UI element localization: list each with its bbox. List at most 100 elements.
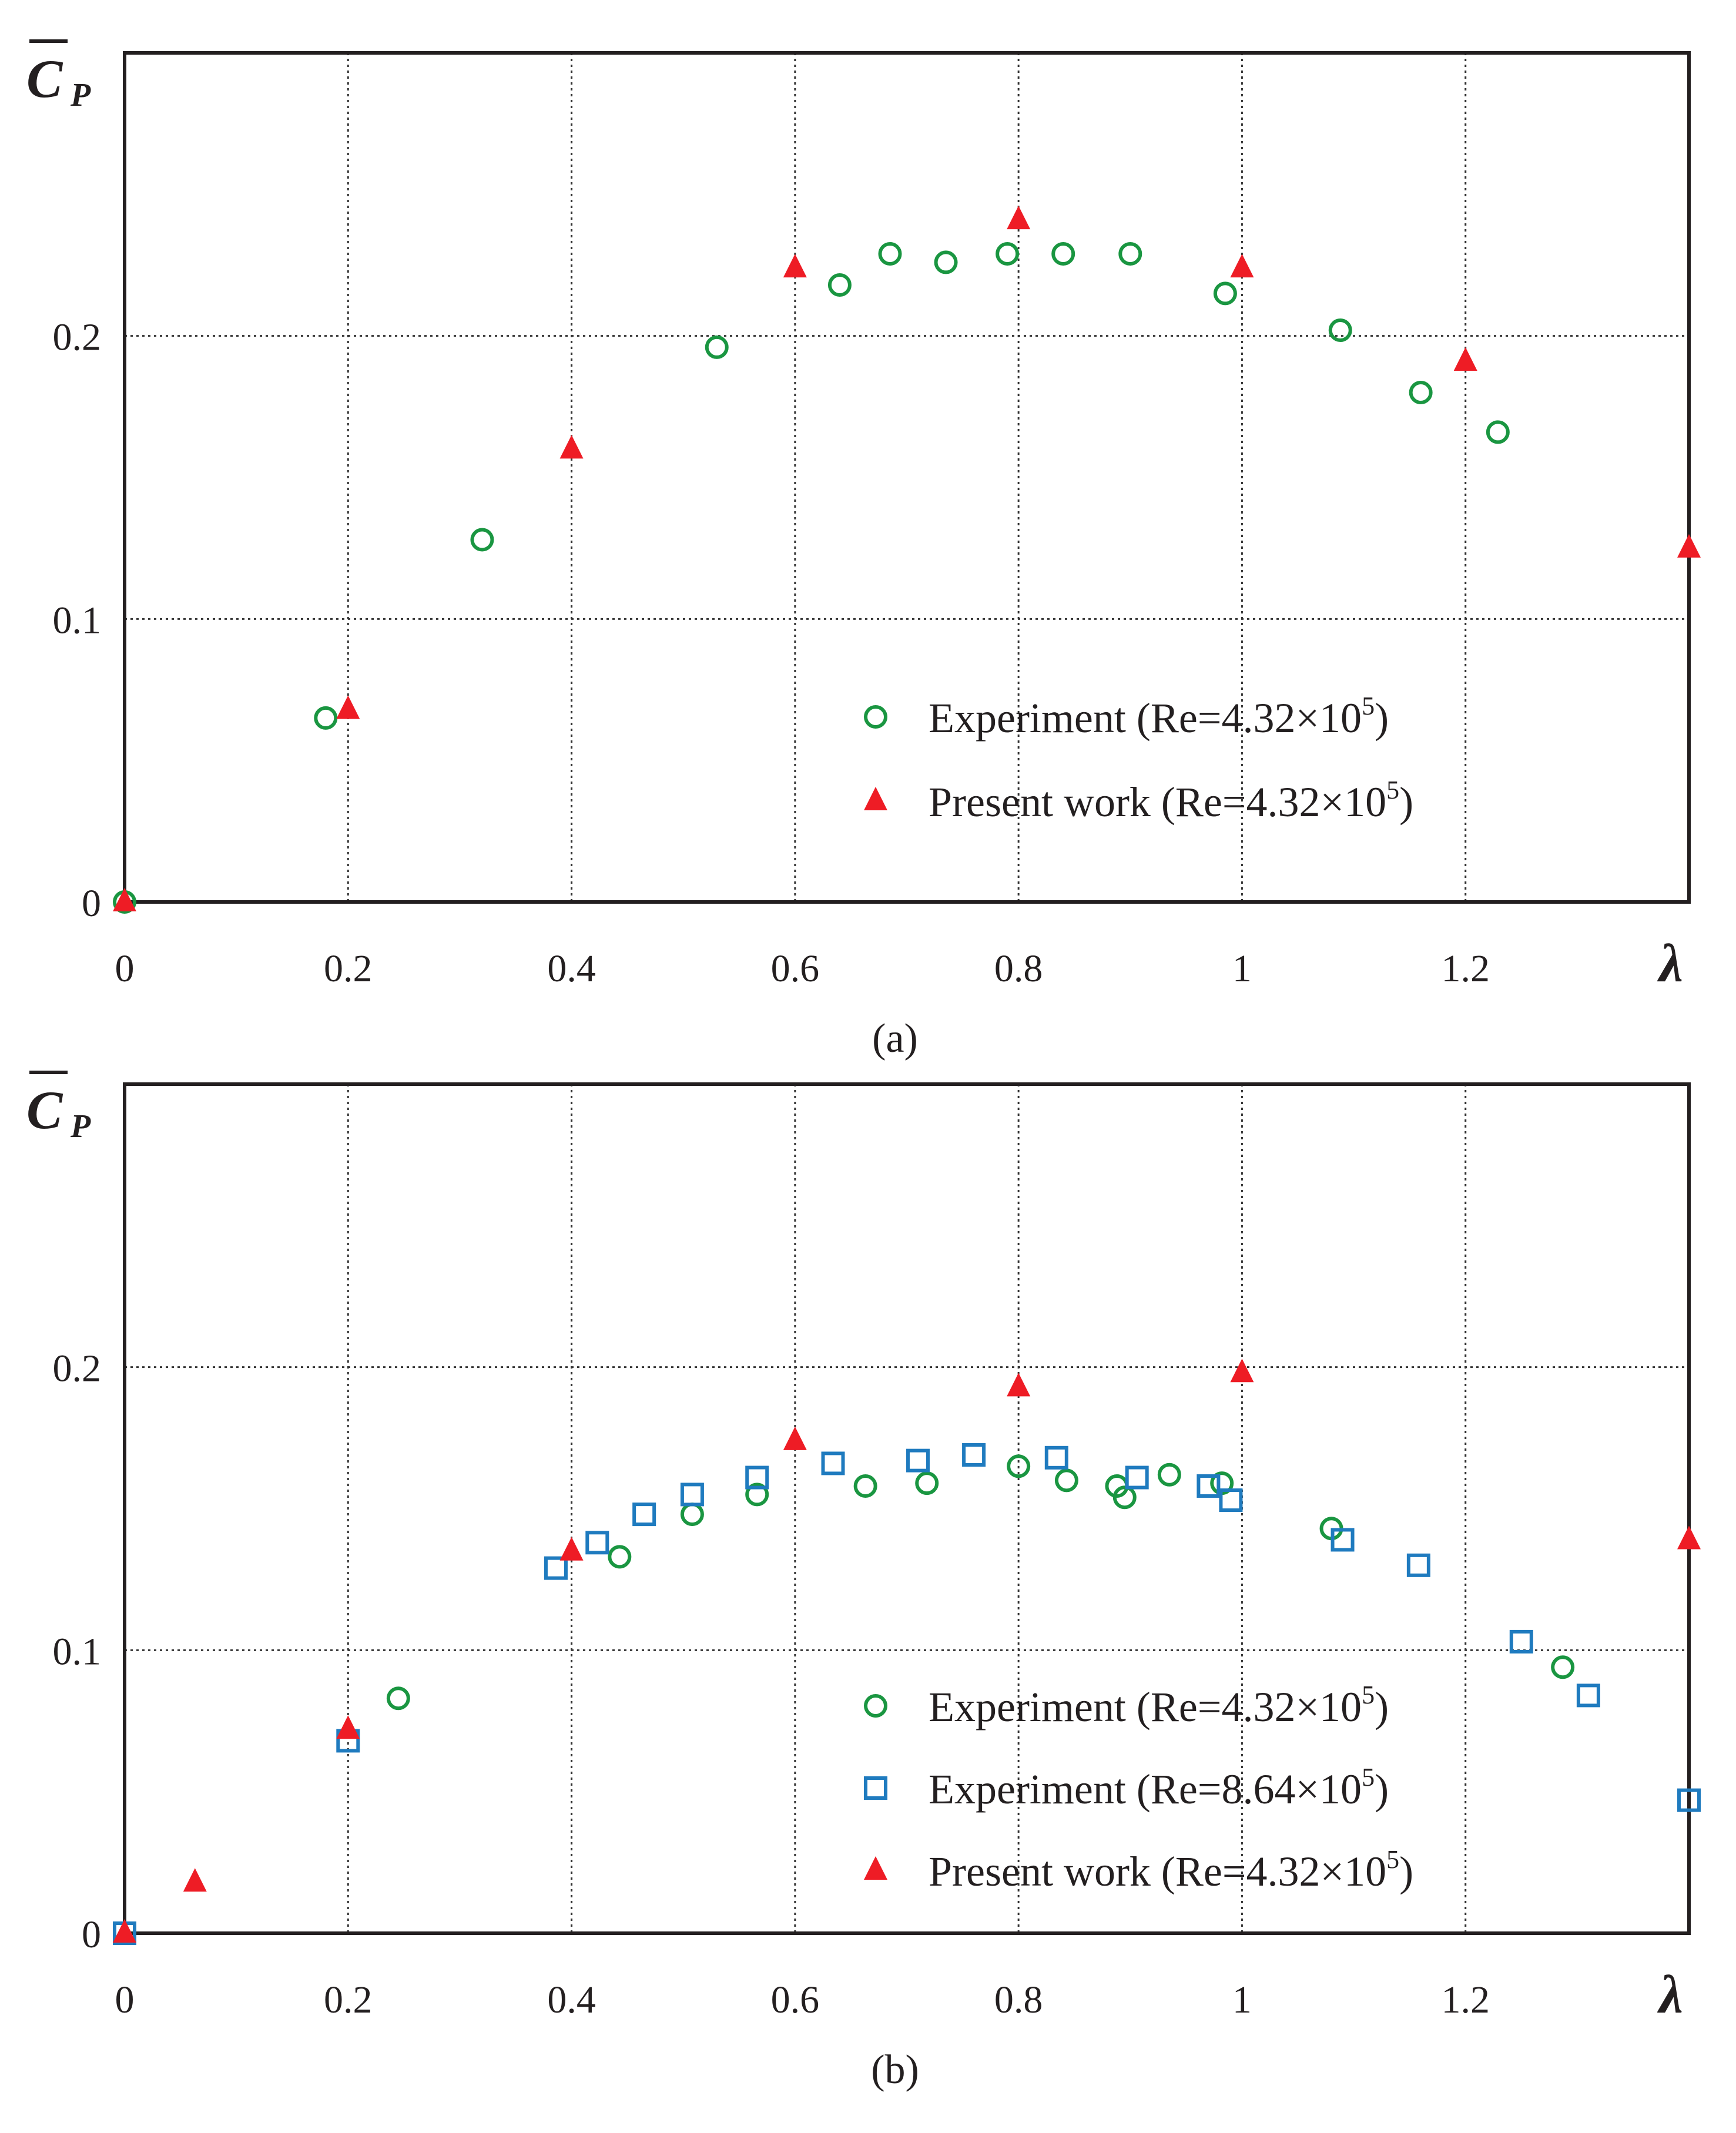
- x-axis-label: λ: [1657, 1964, 1683, 2024]
- legend-label-close: ): [1399, 1848, 1413, 1895]
- x-tick-label: 0.4: [547, 1978, 596, 2021]
- chart-panel-b: 0 0.2 0.4 0.6 0.8 1 1.2 0 0.1 0.2 C Pλ (b) Experiment…: [26, 1071, 1701, 2092]
- y-tick-label: 0.2: [53, 1347, 102, 1390]
- data-point-triangle: [1007, 1373, 1031, 1397]
- data-point-circle: [934, 250, 958, 274]
- data-point-circle: [1112, 1485, 1137, 1510]
- legend-label-exponent: 5: [1386, 1845, 1399, 1874]
- data-point-circle: [827, 273, 852, 297]
- y-tick-label: 0: [82, 882, 101, 925]
- data-point-circle: [878, 242, 902, 266]
- y-axis-label: C: [26, 1080, 63, 1140]
- panel-caption: (b): [871, 2047, 919, 2092]
- series-triangle-1: [113, 206, 1701, 911]
- chart-panel-a: 0 0.2 0.4 0.6 0.8 1 1.2 0 0.1 0.2 C Pλ (a) Experiment…: [26, 39, 1701, 1061]
- data-point-triangle: [1230, 1359, 1254, 1383]
- legend-label-main: Experiment (Re=4.32×10: [929, 695, 1362, 742]
- x-axis-label: λ: [1657, 933, 1683, 993]
- data-point-circle: [1051, 242, 1075, 266]
- data-point-circle: [386, 1686, 410, 1711]
- legend: Experiment (Re=4.32×105)Experiment (Re=8…: [864, 1681, 1413, 1895]
- data-point-triangle: [783, 1426, 807, 1450]
- panel-caption: (a): [872, 1016, 918, 1061]
- data-point-square: [680, 1483, 704, 1507]
- data-point-square: [962, 1443, 986, 1467]
- data-point-triangle: [1677, 1525, 1701, 1550]
- x-tick-label: 1.2: [1441, 947, 1490, 990]
- data-point-triangle: [783, 254, 807, 278]
- legend-marker-circle: [864, 705, 887, 729]
- legend-label: Experiment (Re=4.32×105): [929, 692, 1389, 742]
- data-point-triangle: [1007, 206, 1031, 230]
- data-point-square: [821, 1451, 845, 1475]
- legend-label-main: Present work (Re=4.32×10: [929, 1848, 1386, 1895]
- data-point-square: [585, 1531, 609, 1555]
- data-point-square: [544, 1556, 568, 1580]
- data-point-triangle: [559, 1537, 584, 1561]
- data-point-triangle: [113, 888, 136, 911]
- data-point-triangle: [336, 1715, 360, 1739]
- data-point-circle: [915, 1471, 939, 1495]
- legend-label-close: ): [1399, 779, 1413, 826]
- data-point-circle: [1157, 1463, 1181, 1487]
- data-point-square: [1125, 1465, 1149, 1490]
- data-point-square: [1044, 1446, 1068, 1470]
- data-point-circle: [705, 335, 729, 359]
- x-tick-label: 1.2: [1441, 1978, 1490, 2021]
- legend-label-exponent: 5: [1362, 1681, 1375, 1709]
- series-triangle-2: [113, 1359, 1701, 1943]
- x-tick-label: 0.2: [324, 1978, 373, 2021]
- legend-marker-triangle: [864, 1856, 887, 1880]
- data-point-triangle: [336, 695, 360, 719]
- legend-label-close: ): [1375, 1683, 1389, 1730]
- x-tick-label: 1: [1232, 1978, 1252, 2021]
- data-point-square: [1197, 1474, 1221, 1498]
- data-point-circle: [1328, 318, 1352, 343]
- x-tick-label: 0: [115, 947, 135, 990]
- series-circle-0: [113, 242, 1510, 914]
- y-axis-label-subscript: P: [70, 1108, 91, 1145]
- legend-label: Present work (Re=4.32×105): [929, 1845, 1413, 1895]
- legend-marker-square: [864, 1776, 887, 1800]
- plot-frame: [123, 51, 1691, 904]
- legend-label-main: Present work (Re=4.32×10: [929, 779, 1386, 826]
- legend-label-main: Experiment (Re=4.32×10: [929, 1683, 1362, 1730]
- series-circle-0: [386, 1454, 1575, 1711]
- series-square-1: [113, 1443, 1701, 1945]
- x-tick-label: 0.4: [547, 947, 596, 990]
- legend-label: Experiment (Re=8.64×105): [929, 1763, 1389, 1813]
- data-point-circle: [1551, 1655, 1575, 1679]
- legend-label-main: Experiment (Re=8.64×10: [929, 1766, 1362, 1813]
- legend: Experiment (Re=4.32×105)Present work (Re…: [864, 692, 1413, 826]
- data-point-triangle: [559, 435, 584, 459]
- data-point-square: [906, 1448, 930, 1473]
- legend-label-close: ): [1375, 695, 1389, 742]
- data-point-circle: [608, 1545, 632, 1569]
- data-point-square: [1219, 1488, 1243, 1512]
- data-point-circle: [1486, 420, 1510, 444]
- data-point-circle: [745, 1483, 769, 1507]
- data-point-triangle: [1453, 347, 1477, 371]
- data-point-triangle: [183, 1868, 207, 1892]
- y-axis-label: C: [26, 49, 63, 109]
- x-tick-label: 1: [1232, 947, 1252, 990]
- legend-label-exponent: 5: [1362, 692, 1375, 720]
- legend-label: Present work (Re=4.32×105): [929, 776, 1413, 826]
- data-point-circle: [1409, 381, 1433, 404]
- data-point-square: [1331, 1528, 1355, 1552]
- x-tick-label: 0.6: [771, 1978, 820, 2021]
- data-point-square: [1576, 1683, 1600, 1708]
- x-tick-label: 0.8: [994, 947, 1043, 990]
- data-point-triangle: [1677, 534, 1701, 558]
- data-point-square: [632, 1503, 656, 1527]
- data-point-circle: [996, 242, 1020, 266]
- legend-label-exponent: 5: [1386, 776, 1399, 804]
- legend-label: Experiment (Re=4.32×105): [929, 1681, 1389, 1730]
- data-point-square: [1677, 1788, 1701, 1812]
- data-point-circle: [1054, 1468, 1078, 1493]
- plot-frame: [123, 1082, 1691, 1935]
- data-point-circle: [1007, 1454, 1031, 1478]
- data-point-circle: [1213, 281, 1237, 306]
- y-axis-label-subscript: P: [70, 77, 91, 113]
